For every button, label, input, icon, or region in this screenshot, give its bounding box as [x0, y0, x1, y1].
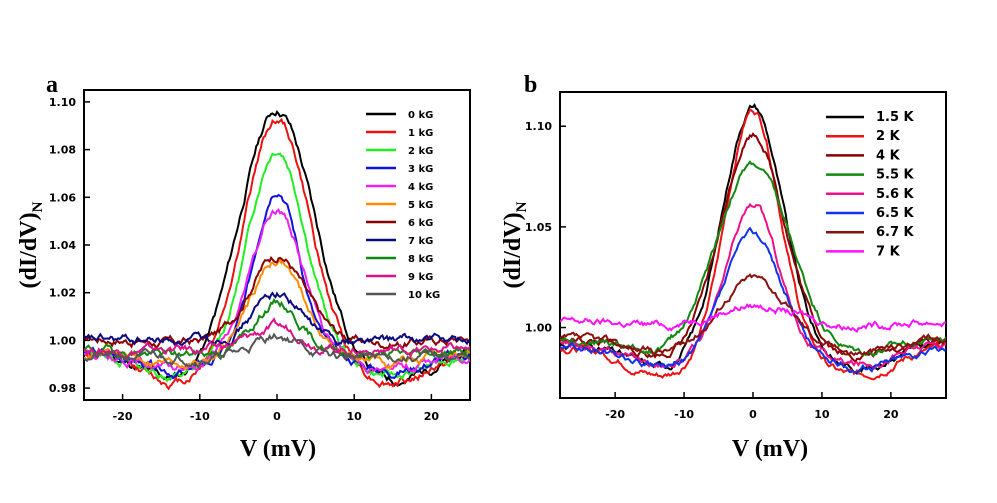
panel-b-x-tick-label: -20	[605, 408, 625, 421]
panel-b-series-line	[560, 302, 946, 333]
panel-a-legend-label: 4 kG	[408, 182, 433, 193]
panel-b-y-tick-label: 1.05	[525, 221, 552, 234]
panel-b-x-axis-title: V (mV)	[732, 436, 808, 462]
panel-b-legend-label: 7 K	[876, 244, 901, 259]
panel-b-legend-label: 6.5 K	[876, 206, 915, 221]
panel-b-series-line	[560, 202, 946, 370]
panel-a-series-line	[84, 332, 470, 369]
panel-b-legend-label: 1.5 K	[876, 110, 915, 125]
panel-b-ticks: -20 -10 0 10 20 1.00 1.05 1.10	[525, 120, 899, 421]
panel-a-x-tick-label: -10	[190, 410, 210, 423]
panel-a-y-tick-label: 1.00	[49, 334, 76, 347]
panel-b-legend-label: 6.7 K	[876, 225, 915, 240]
panel-a-ticks: -20 -10 0 10 20 0.98 1.00 1.02 1.04 1.06 1.08 1.10	[49, 96, 440, 423]
panel-a-y-axis-title-sub: N	[30, 201, 46, 212]
panel-a-legend-label: 3 kG	[408, 164, 433, 175]
panel-a-x-axis-title: V (mV)	[240, 436, 316, 462]
panel-b-y-axis-title: (dI/dV)N	[500, 201, 530, 288]
panel-a-series-line	[84, 291, 470, 348]
panel-b-y-tick-label: 1.10	[525, 120, 552, 133]
panel-a-x-tick-label: 0	[273, 410, 281, 423]
panel-a-legend-label: 8 kG	[408, 254, 433, 265]
panel-a-legend-label: 2 kG	[408, 146, 433, 157]
panel-a-legend-label: 9 kG	[408, 272, 433, 283]
panel-b-legend-label: 4 K	[876, 148, 901, 163]
panel-a-x-tick-label: 10	[347, 410, 363, 423]
panel-a-series-line	[84, 208, 470, 375]
panel-a-legend: 0 kG 1 kG 2 kG 3 kG 4 kG 5 kG 6 kG 7 kG 8 kG 9 kG…	[366, 110, 440, 301]
panel-a-y-axis-title: (dI/dV)N	[16, 201, 46, 288]
panel-a-y-tick-label: 1.08	[49, 144, 76, 157]
panel-b-y-axis-title-main: (dI/dV)	[500, 212, 526, 288]
panel-a-legend-label: 6 kG	[408, 218, 433, 229]
panel-a-legend-label: 7 kG	[408, 236, 433, 247]
panel-b-x-tick-label: 0	[749, 408, 757, 421]
panel-a-y-tick-label: 0.98	[49, 382, 76, 395]
panel-a-series-lines	[84, 110, 470, 391]
panel-a-legend-label: 0 kG	[408, 110, 433, 121]
panel-a-legend-label: 10 kG	[408, 290, 440, 301]
panel-b-letter: b	[524, 72, 537, 98]
panel-b-series-line	[560, 226, 946, 374]
panel-a-y-tick-label: 1.10	[49, 96, 76, 109]
panel-a-y-tick-label: 1.02	[49, 287, 76, 300]
panel-b-legend: 1.5 K 2 K 4 K 5.5 K 5.6 K 6.5 K 6.7 K 7 K	[826, 110, 915, 259]
panel-a-legend-label: 1 kG	[408, 128, 433, 139]
panel-a: a -20 -10 0 10 20 0.98 1.00 1.02 1.04 1.06 1.08 1.1…	[16, 72, 471, 462]
panel-b: b -20 -10 0 10 20 1.00 1.05 1.10 1.5 K 2 K 4 K 5.5…	[500, 72, 947, 462]
panel-a-x-tick-label: -20	[113, 410, 133, 423]
panel-b-series-line	[560, 273, 946, 357]
panel-a-letter: a	[46, 72, 58, 98]
panel-a-y-tick-label: 1.04	[49, 239, 76, 252]
panel-a-y-axis-title-main: (dI/dV)	[16, 212, 42, 288]
panel-b-legend-label: 5.6 K	[876, 187, 915, 202]
panel-b-x-tick-label: 20	[883, 408, 899, 421]
panel-a-series-line	[84, 317, 470, 360]
panel-a-series-line	[84, 152, 470, 383]
panel-b-series-lines	[560, 103, 946, 381]
panel-b-y-tick-label: 1.00	[525, 322, 552, 335]
panel-a-x-tick-label: 20	[424, 410, 440, 423]
panel-b-x-tick-label: -10	[674, 408, 694, 421]
panel-a-legend-label: 5 kG	[408, 200, 433, 211]
panel-b-y-axis-title-sub: N	[514, 201, 530, 212]
panel-b-legend-label: 2 K	[876, 129, 901, 144]
panel-a-y-tick-label: 1.06	[49, 191, 76, 204]
panel-b-legend-label: 5.5 K	[876, 168, 915, 183]
panel-b-series-line	[560, 108, 946, 381]
panel-b-x-tick-label: 10	[814, 408, 830, 421]
